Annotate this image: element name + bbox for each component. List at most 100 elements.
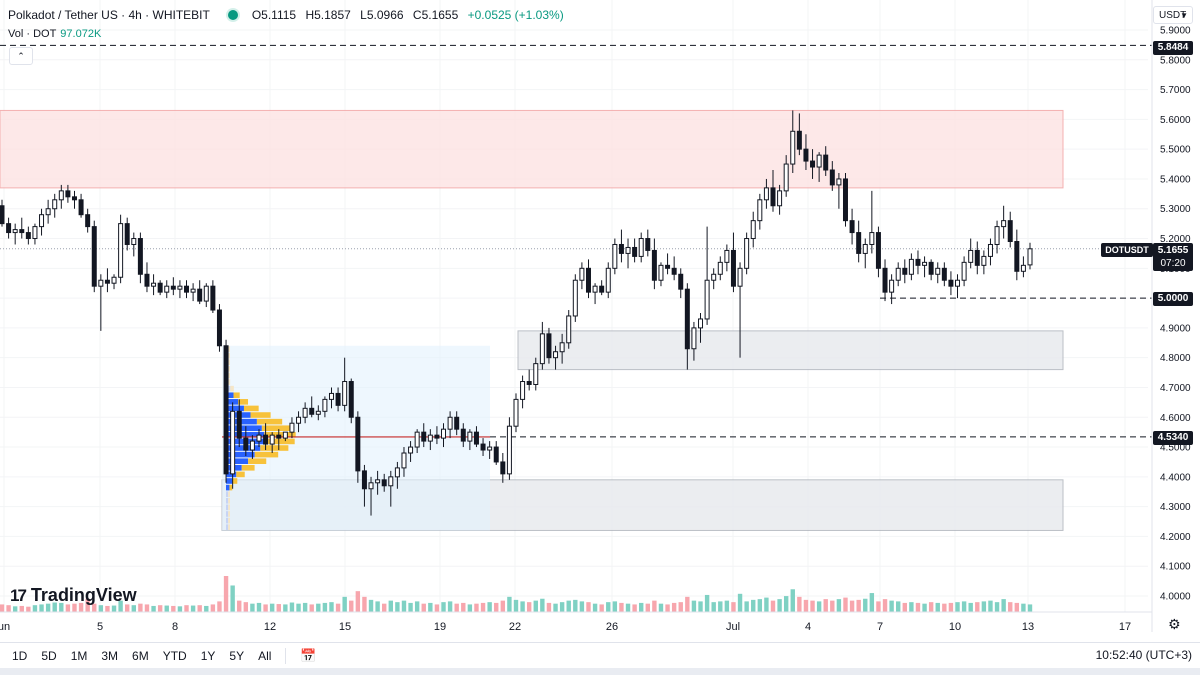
price-tick: 4.7000: [1160, 383, 1191, 394]
candle-body: [381, 479, 387, 487]
candle-body: [124, 223, 130, 245]
range-button-1m[interactable]: 1M: [70, 649, 88, 663]
candle-body: [170, 285, 176, 290]
range-button-1y[interactable]: 1Y: [200, 649, 216, 663]
candle-body: [777, 190, 783, 207]
volume-bar: [217, 601, 222, 612]
candle-body: [908, 258, 914, 275]
symbol-title[interactable]: Polkadot / Tether US · 4h · WHITEBIT: [8, 8, 210, 22]
volume-bar: [441, 602, 446, 612]
collapse-legend-button[interactable]: ⌃: [9, 47, 33, 65]
candle-body: [401, 452, 407, 469]
price-tick: 4.8000: [1160, 353, 1191, 364]
candle-body: [585, 267, 591, 293]
volume-bar: [184, 605, 189, 612]
volume-bar: [289, 602, 295, 612]
volume-bar: [151, 605, 156, 612]
profile-bar-down: [233, 392, 240, 399]
chart-grid: [0, 0, 1148, 612]
candle-body: [65, 190, 71, 198]
candle-body: [724, 249, 730, 263]
time-tick: 4: [805, 621, 811, 633]
profile-bar-up: [226, 484, 230, 491]
time-tick: un: [0, 621, 10, 633]
range-button-3m[interactable]: 3M: [101, 649, 119, 663]
candle-body: [6, 223, 12, 234]
candle-body: [842, 178, 848, 222]
low-value: L5.0966: [360, 8, 404, 22]
time-tick: Jul: [726, 621, 740, 633]
volume-bar: [1001, 599, 1006, 612]
candle-body: [869, 232, 875, 245]
volume-bar: [526, 602, 532, 612]
time-axis[interactable]: un 5 8 12 15 19 22 26 Jul 4 7 10 13 17: [0, 611, 1152, 633]
time-tick: 17: [1119, 621, 1131, 633]
range-button-all[interactable]: All: [258, 649, 272, 663]
volume-bar: [177, 606, 183, 612]
volume-bar: [639, 602, 644, 612]
candle-body: [1014, 241, 1020, 272]
tradingview-logo[interactable]: 17 TradingView: [10, 585, 137, 606]
candle-body: [197, 288, 203, 302]
profile-bar-down: [228, 511, 230, 517]
profile-bar-up: [226, 491, 229, 497]
candle-body: [651, 249, 657, 281]
candle-body: [434, 434, 440, 439]
volume-bar: [671, 602, 677, 612]
profile-bar-down: [228, 366, 230, 372]
candle-body: [618, 243, 624, 254]
candle-body: [137, 238, 143, 275]
profile-bar-down: [238, 399, 249, 405]
clock-time[interactable]: 10:52:40 (UTC+3): [1095, 648, 1192, 662]
candle-body: [539, 333, 545, 365]
candle-body: [955, 279, 961, 287]
range-button-5d[interactable]: 5D: [41, 649, 57, 663]
volume-bar: [59, 602, 64, 612]
volume-bar: [955, 602, 960, 612]
candle-body: [216, 309, 222, 347]
price-label-5-8484: 5.8484: [1153, 41, 1193, 55]
candle-body: [803, 148, 809, 162]
candle-body: [625, 246, 631, 254]
profile-bar-up: [226, 511, 229, 517]
candle-body: [118, 223, 124, 278]
volume-bar: [757, 599, 763, 612]
candle-body: [823, 154, 829, 171]
candle-body: [493, 446, 499, 463]
candle-body: [612, 243, 618, 269]
profile-bar-down: [228, 491, 230, 497]
candle-body: [296, 416, 302, 424]
volume-bar: [263, 604, 268, 612]
ohlc-values: O5.1115 H5.1857 L5.0966 C5.1655 +0.0525 …: [252, 8, 570, 22]
candle-body: [632, 246, 638, 257]
volume-bar: [428, 602, 433, 612]
candle-body: [790, 130, 796, 165]
range-button-ytd[interactable]: YTD: [162, 649, 187, 663]
candle-body: [164, 285, 170, 293]
range-button-1d[interactable]: 1D: [12, 649, 28, 663]
calendar-icon[interactable]: 📅: [300, 648, 317, 663]
volume-bar: [500, 600, 506, 612]
volume-bar: [764, 597, 769, 612]
currency-selector[interactable]: USDT ▼: [1153, 6, 1193, 24]
time-tick: 8: [172, 621, 178, 633]
volume-bar: [131, 605, 136, 612]
volume-bar: [342, 596, 347, 612]
candle-body: [875, 232, 881, 269]
price-chart[interactable]: 4.0000 4.1000 4.2000 4.3000 4.4000 4.5000 4.60…: [0, 0, 1200, 642]
volume-bar: [276, 604, 281, 612]
volume-bar: [816, 601, 822, 612]
profile-bar-down: [228, 379, 231, 385]
range-button-6m[interactable]: 6M: [132, 649, 149, 663]
volume-bar: [691, 600, 697, 612]
candle-body: [394, 467, 400, 478]
bottom-toolbar: 1D 5D 1M 3M 6M YTD 1Y 5Y All 📅 10:52:40 (UTC+3): [0, 642, 1200, 669]
candle-body: [546, 333, 552, 359]
range-button-5y[interactable]: 5Y: [229, 649, 245, 663]
volume-bar: [783, 596, 789, 612]
volume-bar: [889, 600, 894, 612]
settings-gear-icon[interactable]: ⚙: [1168, 616, 1181, 632]
profile-bar-up: [226, 451, 255, 458]
candle-body: [157, 282, 163, 293]
price-tick: 4.9000: [1160, 323, 1191, 334]
